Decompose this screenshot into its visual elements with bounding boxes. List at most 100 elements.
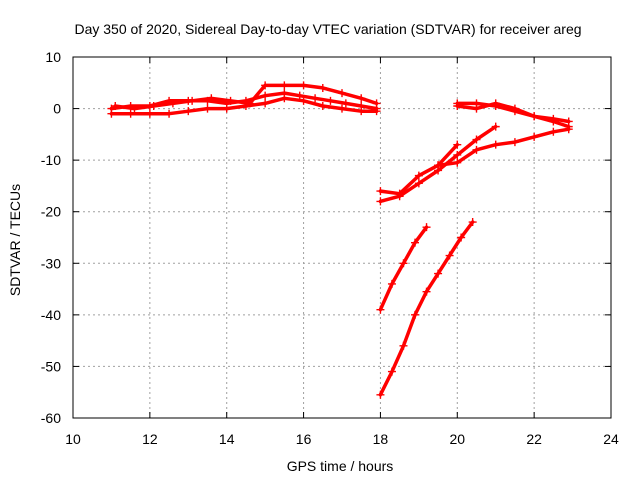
x-axis-label: GPS time / hours: [287, 458, 394, 474]
data-point: [338, 104, 346, 113]
data-point: [414, 179, 423, 188]
series-group: [376, 223, 431, 314]
data-point: [453, 150, 462, 159]
series-group: [434, 125, 573, 170]
data-point: [453, 99, 462, 108]
data-point: [376, 305, 385, 314]
data-point: [472, 99, 481, 108]
data-point: [491, 101, 500, 110]
data-point: [372, 107, 381, 116]
data-point: [111, 101, 120, 110]
y-tick-label: -40: [41, 307, 61, 323]
data-point: [357, 94, 366, 103]
series-line: [455, 101, 571, 129]
data-point: [184, 107, 193, 116]
axis-ticks: 10 12 14 16 18 20 22 24 -60 -50 -40 -30 -20 -10 0 10: [41, 49, 619, 447]
data-point: [387, 279, 396, 288]
data-point: [222, 104, 231, 113]
data-series: [107, 81, 573, 399]
data-point: [376, 197, 385, 206]
data-point: [434, 269, 443, 278]
data-point: [453, 140, 462, 149]
data-point: [280, 94, 289, 103]
data-point: [510, 107, 519, 116]
data-point: [457, 233, 466, 242]
data-point: [203, 104, 212, 113]
x-tick-label: 24: [603, 431, 619, 447]
data-point: [245, 99, 254, 108]
data-point: [299, 96, 308, 105]
y-tick-label: -20: [41, 204, 61, 220]
data-point: [472, 145, 481, 154]
series-group: [111, 81, 381, 113]
series-group: [453, 99, 573, 126]
data-point: [107, 109, 116, 118]
data-point: [387, 367, 396, 376]
data-point: [326, 96, 335, 105]
data-point: [338, 89, 346, 98]
x-tick-label: 18: [373, 431, 389, 447]
chart-title: Day 350 of 2020, Sidereal Day-to-day VTE…: [74, 21, 581, 37]
plot-frame: [72, 56, 612, 419]
data-point: [226, 96, 235, 105]
data-point: [422, 287, 431, 296]
data-point: [318, 101, 327, 110]
data-point: [376, 390, 385, 399]
data-point: [453, 158, 462, 167]
data-point: [341, 99, 350, 108]
y-tick-label: 10: [45, 49, 61, 65]
x-tick-label: 10: [65, 431, 81, 447]
data-point: [145, 109, 154, 118]
data-point: [445, 251, 454, 260]
data-point: [422, 223, 431, 232]
data-point: [207, 94, 216, 103]
data-point: [165, 109, 174, 118]
x-tick-label: 12: [142, 431, 158, 447]
data-point: [411, 238, 420, 247]
series-line: [436, 127, 571, 168]
data-point: [491, 122, 500, 131]
data-point: [311, 94, 320, 103]
y-tick-label: -10: [41, 152, 61, 168]
data-point: [530, 132, 539, 141]
y-tick-label: -50: [41, 358, 61, 374]
data-point: [372, 99, 381, 108]
data-point: [126, 109, 135, 118]
data-point: [261, 81, 270, 90]
data-point: [295, 91, 304, 100]
data-point: [261, 91, 270, 100]
data-point: [411, 310, 420, 319]
data-point: [414, 171, 423, 180]
y-tick-label: -60: [41, 410, 61, 426]
data-point: [399, 341, 408, 350]
data-point: [318, 83, 327, 92]
data-point: [549, 127, 558, 136]
data-point: [376, 187, 385, 196]
data-point: [188, 96, 197, 105]
series-line: [378, 220, 475, 397]
x-tick-label: 16: [296, 431, 312, 447]
series-line: [378, 225, 429, 312]
series-group: [107, 94, 381, 118]
data-point: [357, 107, 366, 116]
data-point: [468, 218, 477, 227]
data-point: [491, 140, 500, 149]
data-point: [261, 99, 270, 108]
data-point: [399, 259, 408, 268]
y-tick-label: 0: [53, 101, 61, 117]
data-point: [280, 81, 289, 90]
data-point: [549, 114, 558, 123]
x-tick-label: 14: [219, 431, 235, 447]
series-group: [376, 140, 462, 198]
data-point: [130, 104, 139, 113]
series-group: [376, 218, 477, 399]
data-point: [299, 81, 308, 90]
y-axis-label: SDTVAR / TECUs: [7, 184, 23, 296]
y-tick-label: -30: [41, 255, 61, 271]
data-point: [168, 99, 177, 108]
data-point: [530, 112, 539, 121]
data-point: [510, 138, 519, 147]
data-point: [149, 101, 158, 110]
x-tick-label: 22: [526, 431, 542, 447]
